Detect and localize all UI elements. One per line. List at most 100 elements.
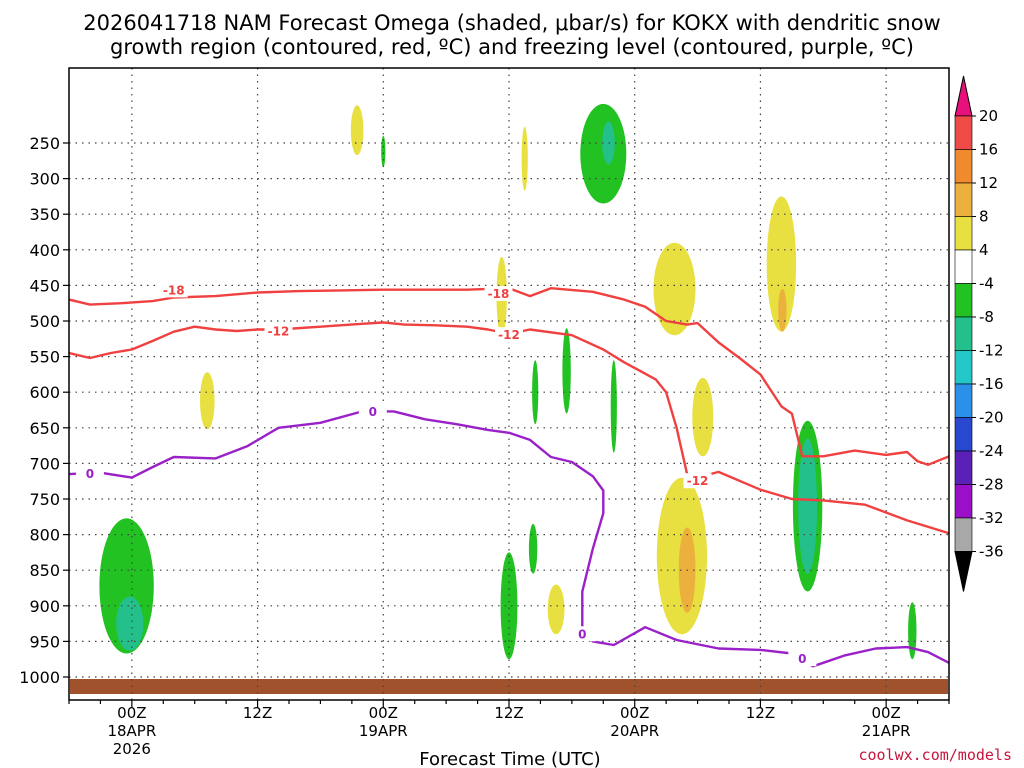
colorbar-label-9: -20 xyxy=(979,409,1004,427)
colorbar-label-2: 12 xyxy=(979,174,998,192)
x-tick-date-6: 21APR xyxy=(862,722,911,740)
omega-region-4 xyxy=(200,372,215,430)
contour-line--12 xyxy=(69,321,949,535)
y-tick-label-800: 800 xyxy=(29,526,60,545)
colorbar-bottom-arrow xyxy=(954,551,973,592)
y-tick-label-550: 550 xyxy=(29,348,60,367)
chart-title-line-1: 2026041718 NAM Forecast Omega (shaded, μ… xyxy=(83,11,940,35)
colorbar-bin-11 xyxy=(954,450,973,485)
contour-label-0-0: 0 xyxy=(86,467,94,481)
y-tick-label-300: 300 xyxy=(29,170,60,189)
y-tick-label-950: 950 xyxy=(29,632,60,651)
omega-region-2 xyxy=(350,105,364,156)
omega-region-18 xyxy=(562,328,571,414)
contour-labels: -18 -18 -12 -12 -12 0 0 0 0 xyxy=(75,282,817,667)
y-tick-label-650: 650 xyxy=(29,419,60,438)
colorbar-bin-8 xyxy=(954,350,973,385)
x-tick-time-1: 12Z xyxy=(243,704,272,722)
colorbar-label-11: -28 xyxy=(979,476,1004,494)
contour-label-bg--12-0 xyxy=(264,323,293,339)
colorbar-label-6: -8 xyxy=(979,308,994,326)
y-tick-label-600: 600 xyxy=(29,383,60,402)
x-tick-time-5: 12Z xyxy=(746,704,775,722)
contour-label-bg-0-1 xyxy=(358,404,387,420)
y-tick-label-900: 900 xyxy=(29,597,60,616)
y-tick-label-350: 350 xyxy=(29,205,60,224)
contour-label-bg--18-0 xyxy=(159,282,188,298)
contour-label-0-3: 0 xyxy=(798,652,806,666)
pressure-axis: 250 300 350 400 450 500 550 600 650 700 750 800 850 9… xyxy=(19,134,69,687)
colorbar-bin-7 xyxy=(954,316,973,351)
y-tick-label-700: 700 xyxy=(29,454,60,473)
contour-line--18 xyxy=(69,287,949,466)
y-tick-label-450: 450 xyxy=(29,276,60,295)
omega-region-20 xyxy=(500,552,518,660)
y-tick-label-1000: 1000 xyxy=(19,668,60,687)
colorbar-bin-12 xyxy=(954,484,973,519)
contour-label-bg--18-1 xyxy=(484,285,513,301)
contour-label-bg-0-3 xyxy=(788,651,817,667)
omega-region-1 xyxy=(116,596,144,651)
omega-region-3 xyxy=(381,135,386,168)
contour-label--18-1: -18 xyxy=(488,287,510,301)
credit-text: coolwx.com/models xyxy=(858,746,1012,764)
omega-region-17 xyxy=(532,360,539,425)
omega-region-11 xyxy=(778,288,787,332)
omega-region-5 xyxy=(521,126,528,191)
omega-region-19 xyxy=(610,360,617,453)
x-tick-time-4: 00Z xyxy=(620,704,649,722)
omega-region-23 xyxy=(908,602,917,660)
omega-shading xyxy=(99,103,917,660)
x-axis-label: Forecast Time (UTC) xyxy=(419,749,600,768)
contour-label-bg-0-2 xyxy=(568,626,597,642)
contour-label--12-1: -12 xyxy=(498,328,520,342)
x-tick-date-4: 20APR xyxy=(610,722,659,740)
colorbar-bin-6 xyxy=(954,283,973,318)
x-tick-date-2: 19APR xyxy=(359,722,408,740)
y-tick-label-850: 850 xyxy=(29,561,60,580)
colorbar-label-0: 20 xyxy=(979,107,998,125)
colorbar-label-12: -32 xyxy=(979,509,1004,527)
contour-label-0-1: 0 xyxy=(369,405,377,419)
omega-region-9 xyxy=(653,242,696,336)
x-tick-time-2: 00Z xyxy=(369,704,398,722)
x-tick-time-0: 00Z xyxy=(117,704,146,722)
colorbar-label-5: -4 xyxy=(979,275,994,293)
x-tick-time-6: 00Z xyxy=(871,704,900,722)
chart-title-line-2: growth region (contoured, red, ºC) and f… xyxy=(110,35,914,59)
colorbar-bin-4 xyxy=(954,216,973,251)
y-tick-label-500: 500 xyxy=(29,312,60,331)
y-tick-label-400: 400 xyxy=(29,241,60,260)
colorbar-bin-9 xyxy=(954,383,973,418)
contour-label-bg--12-1 xyxy=(495,327,523,343)
omega-region-21 xyxy=(528,523,538,574)
colorbar-label-8: -16 xyxy=(979,375,1004,393)
colorbar-bin-13 xyxy=(954,517,973,552)
omega-region-14 xyxy=(692,377,714,457)
y-tick-label-750: 750 xyxy=(29,490,60,509)
colorbar: 20 16 12 8 4 -4 -8 -12 -16 -20 -24 -28 -32 -36 xyxy=(954,75,1004,592)
omega-region-16 xyxy=(798,438,817,574)
contour-label--12-2: -12 xyxy=(687,474,709,488)
colorbar-label-1: 16 xyxy=(979,141,998,159)
omega-region-22 xyxy=(547,584,565,635)
contour-label-bg--12-2 xyxy=(683,473,712,489)
colorbar-label-13: -36 xyxy=(979,543,1004,561)
x-tick-date-0: 18APR xyxy=(107,722,156,740)
colorbar-bin-1 xyxy=(954,115,973,150)
x-tick-time-3: 12Z xyxy=(494,704,523,722)
colorbar-bin-5 xyxy=(954,249,973,284)
colorbar-bin-10 xyxy=(954,417,973,452)
colorbar-label-10: -24 xyxy=(979,442,1004,460)
contour-label--12-0: -12 xyxy=(268,325,290,339)
y-tick-label-250: 250 xyxy=(29,134,60,153)
colorbar-bin-3 xyxy=(954,182,973,217)
contour-label--18-0: -18 xyxy=(163,283,185,297)
colorbar-label-7: -12 xyxy=(979,342,1004,360)
colorbar-label-3: 8 xyxy=(979,208,989,226)
contour-label-bg-0-0 xyxy=(75,466,104,482)
colorbar-top-arrow xyxy=(954,75,973,117)
colorbar-bin-2 xyxy=(954,149,973,184)
